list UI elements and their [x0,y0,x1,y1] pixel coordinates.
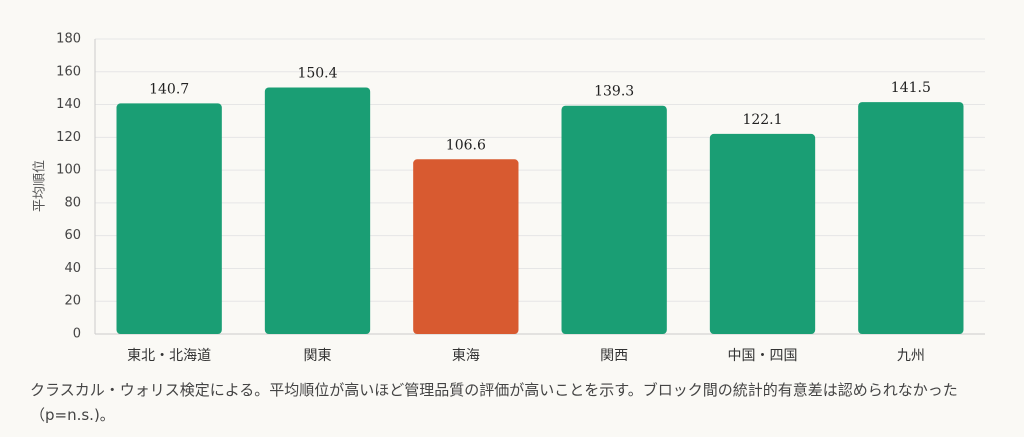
x-tick-label: 九州 [897,348,925,364]
y-tick-label: 0 [73,327,81,342]
y-tick-label: 80 [64,195,81,210]
y-tick-label: 120 [56,130,81,145]
bar [413,159,519,334]
y-tick-label: 60 [64,228,81,243]
caption: クラスカル・ウォリス検定による。平均順位が高いほど管理品質の評価が高いことを示す… [30,381,958,424]
bar [116,103,222,335]
y-tick-label: 180 [56,32,81,47]
y-tick-label: 40 [64,261,81,276]
y-tick-label: 160 [56,64,81,79]
x-tick-label: 中国・四国 [728,348,798,364]
value-label: 141.5 [891,80,931,96]
bar [858,102,964,334]
value-label: 122.1 [742,112,782,128]
value-label: 139.3 [594,84,634,100]
y-tick-label: 140 [56,97,81,112]
x-tick-label: 関東 [304,348,332,364]
value-label: 106.6 [446,137,486,153]
bar [561,105,667,334]
x-tick-label: 東海 [452,348,480,364]
x-tick-label: 関西 [600,348,628,364]
y-tick-label: 20 [64,294,81,309]
y-axis-label: 平均順位 [33,160,48,212]
y-tick-label: 100 [56,163,81,178]
bar [709,133,816,334]
value-label: 140.7 [149,81,189,97]
bar [264,87,371,334]
x-tick-label: 東北・北海道 [127,348,211,364]
value-label: 150.4 [297,66,337,82]
